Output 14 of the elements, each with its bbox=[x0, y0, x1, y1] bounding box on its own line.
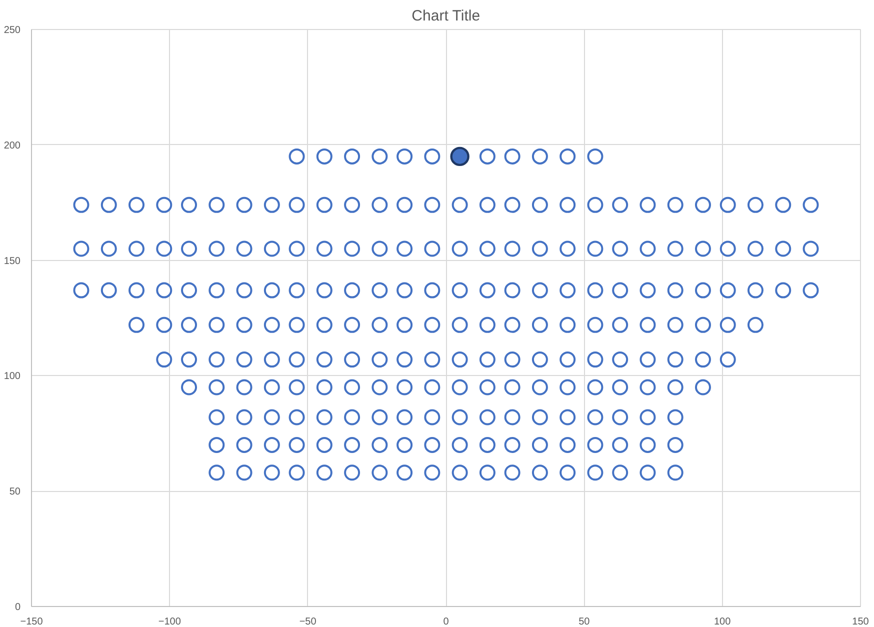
x-tick-label: −50 bbox=[299, 616, 317, 627]
x-tick-label: 150 bbox=[852, 616, 870, 627]
y-tick-label: 50 bbox=[9, 486, 21, 498]
y-tick-label: 250 bbox=[4, 25, 21, 36]
chart-title: Chart Title bbox=[412, 8, 480, 24]
y-tick-label: 150 bbox=[4, 256, 21, 267]
x-tick-label: −100 bbox=[158, 616, 182, 627]
x-tick-label: 0 bbox=[443, 616, 450, 627]
x-tick-label: 100 bbox=[714, 616, 732, 627]
y-tick-label: 200 bbox=[4, 140, 21, 152]
y-tick-label: 0 bbox=[14, 602, 21, 613]
y-tick-label: 100 bbox=[4, 371, 21, 382]
x-tick-label: −150 bbox=[20, 616, 44, 627]
x-tick-label: 50 bbox=[578, 616, 590, 627]
